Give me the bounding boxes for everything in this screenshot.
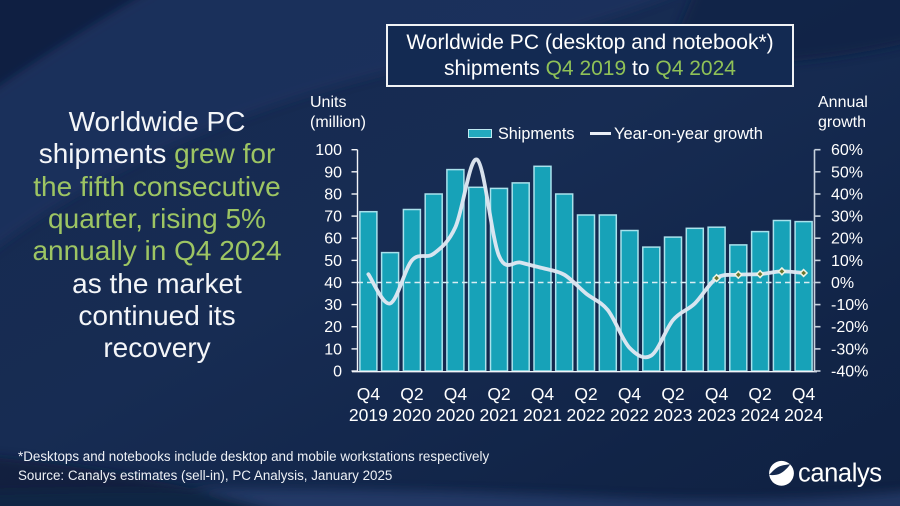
svg-text:2020: 2020: [436, 405, 475, 425]
svg-text:80: 80: [324, 187, 342, 204]
svg-text:Q4: Q4: [618, 384, 642, 404]
svg-text:Q4: Q4: [357, 384, 381, 404]
svg-text:-10%: -10%: [831, 297, 868, 314]
svg-text:20%: 20%: [831, 231, 863, 248]
svg-text:30%: 30%: [831, 209, 863, 226]
svg-text:Q2: Q2: [661, 384, 684, 404]
svg-text:Q2: Q2: [748, 384, 771, 404]
svg-text:90: 90: [324, 164, 342, 181]
svg-text:10%: 10%: [831, 253, 863, 270]
svg-text:40%: 40%: [831, 187, 863, 204]
svg-text:Q4: Q4: [444, 384, 468, 404]
svg-text:0%: 0%: [831, 275, 854, 292]
svg-text:2022: 2022: [567, 405, 606, 425]
svg-text:0: 0: [333, 364, 342, 381]
svg-text:-30%: -30%: [831, 341, 868, 358]
svg-text:-20%: -20%: [831, 319, 868, 336]
svg-text:Q2: Q2: [400, 384, 423, 404]
svg-text:2019: 2019: [349, 405, 388, 425]
svg-text:10: 10: [324, 341, 342, 358]
svg-text:30: 30: [324, 297, 342, 314]
svg-text:60%: 60%: [831, 142, 863, 159]
svg-text:Q2: Q2: [574, 384, 597, 404]
svg-text:60: 60: [324, 231, 342, 248]
svg-text:Q2: Q2: [487, 384, 510, 404]
svg-text:2021: 2021: [523, 405, 562, 425]
svg-text:Q4: Q4: [705, 384, 729, 404]
svg-text:2024: 2024: [741, 405, 780, 425]
svg-text:2024: 2024: [784, 405, 823, 425]
svg-text:50%: 50%: [831, 164, 863, 181]
svg-text:canalys: canalys: [798, 460, 882, 488]
svg-text:20: 20: [324, 319, 342, 336]
svg-text:Q4: Q4: [792, 384, 816, 404]
svg-text:Q4: Q4: [531, 384, 555, 404]
svg-text:2022: 2022: [610, 405, 649, 425]
svg-text:2023: 2023: [697, 405, 736, 425]
svg-text:2020: 2020: [392, 405, 431, 425]
svg-text:70: 70: [324, 209, 342, 226]
svg-text:50: 50: [324, 253, 342, 270]
svg-text:-40%: -40%: [831, 364, 868, 381]
svg-text:2021: 2021: [480, 405, 519, 425]
svg-text:100: 100: [315, 142, 342, 159]
svg-text:40: 40: [324, 275, 342, 292]
svg-text:2023: 2023: [654, 405, 693, 425]
